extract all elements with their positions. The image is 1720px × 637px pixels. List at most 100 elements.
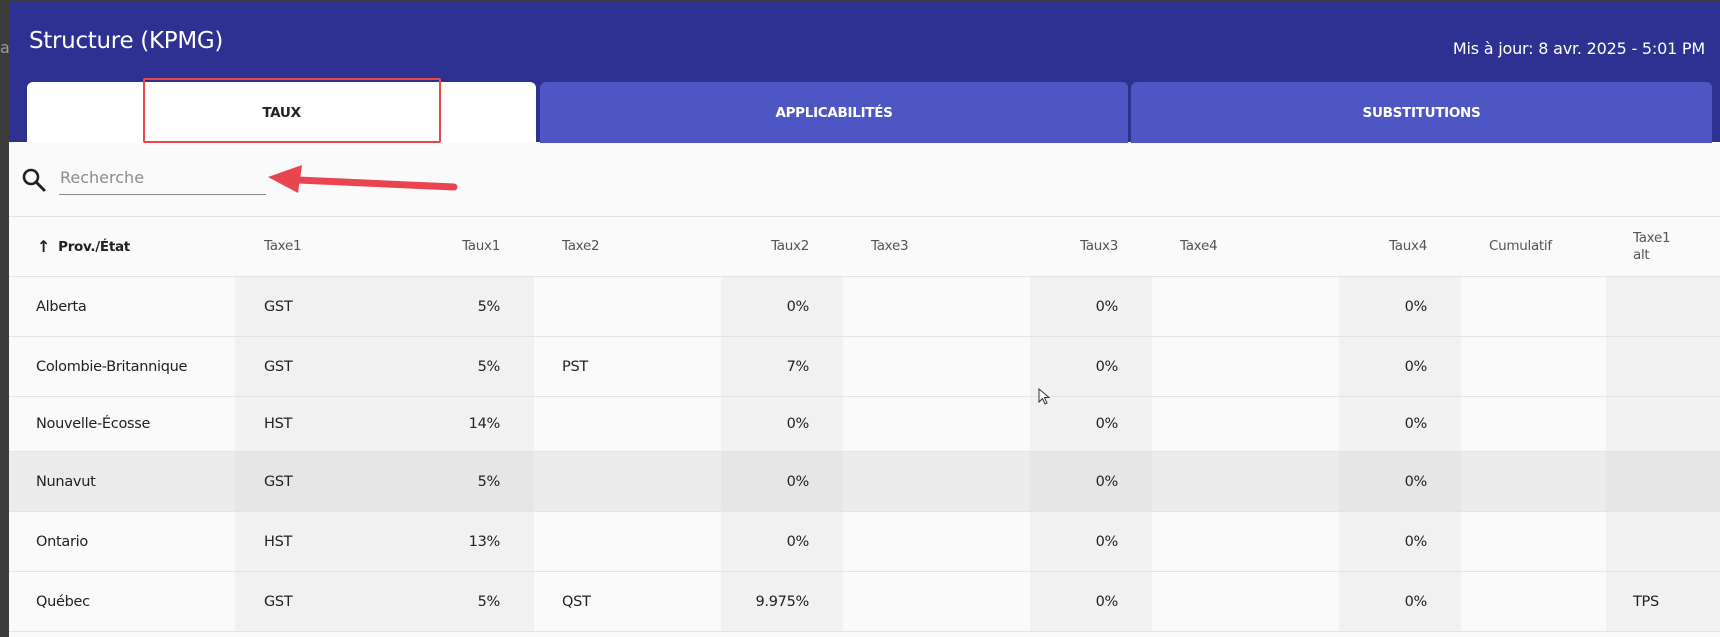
cell-taux1: 13% — [412, 512, 534, 571]
tab-substitutions[interactable]: SUBSTITUTIONS — [1131, 82, 1712, 143]
column-header-taux4[interactable]: Taux4 — [1339, 217, 1461, 276]
cell-taxe3 — [843, 452, 1030, 511]
cell-taxe4 — [1152, 512, 1339, 571]
cell-taux2: 7% — [721, 337, 843, 396]
cell-taux3: 0% — [1030, 512, 1152, 571]
column-header-label: Taux1 — [462, 238, 500, 254]
cell-taux3: 0% — [1030, 572, 1152, 631]
cell-taxe3 — [843, 277, 1030, 336]
last-updated-label: Mis à jour: 8 avr. 2025 - 5:01 PM — [1452, 39, 1705, 58]
cell-cumulatif — [1461, 512, 1606, 571]
column-header-taux3[interactable]: Taux3 — [1030, 217, 1152, 276]
search-input[interactable] — [59, 161, 266, 195]
cell-prov: Colombie-Britannique — [36, 358, 188, 375]
cell-taxe3 — [843, 337, 1030, 396]
cell-taux4: 0% — [1339, 452, 1461, 511]
cell-prov: Québec — [36, 593, 90, 610]
table-header-row: ↑ Prov./État Taxe1 Taux1 Taxe2 Taux2 Taxe3 Taux… — [9, 217, 1720, 277]
column-header-taxe3[interactable]: Taxe3 — [843, 217, 1030, 276]
cell-taxe1: GST — [235, 572, 412, 631]
cell-taux2: 0% — [721, 452, 843, 511]
column-header-label: Prov./État — [58, 238, 130, 255]
cell-taux4: 0% — [1339, 572, 1461, 631]
cell-taxe2 — [534, 397, 721, 451]
column-header-taxe1-alt[interactable]: Taxe1 alt — [1606, 217, 1720, 276]
column-header-label: Taux4 — [1389, 238, 1427, 254]
cell-taxe2 — [534, 452, 721, 511]
cell-taxe2: PST — [562, 358, 588, 375]
search-bar — [9, 143, 1720, 217]
cell-taux1: 5% — [412, 277, 534, 336]
cell-prov: Alberta — [36, 298, 87, 315]
page-title: Structure (KPMG) — [29, 28, 224, 54]
cell-taxe3 — [843, 397, 1030, 451]
column-header-taxe2[interactable]: Taxe2 — [534, 217, 721, 276]
column-header-label: Taxe1 alt — [1633, 229, 1671, 263]
column-header-taux1[interactable]: Taux1 — [412, 217, 534, 276]
cell-cumulatif — [1461, 337, 1606, 396]
cell-taxe1: HST — [235, 512, 412, 571]
cell-taxe3 — [843, 572, 1030, 631]
cell-taux2: 0% — [721, 512, 843, 571]
cell-taux3: 0% — [1030, 277, 1152, 336]
cell-taxe1: GST — [235, 337, 412, 396]
cell-taxe2 — [534, 512, 721, 571]
table-row[interactable]: Ontario HST 13% 0% 0% 0% — [9, 512, 1720, 572]
column-header-cumulatif[interactable]: Cumulatif — [1461, 217, 1606, 276]
search-icon[interactable] — [21, 167, 47, 193]
cell-taxe3 — [843, 512, 1030, 571]
cell-cumulatif — [1461, 277, 1606, 336]
column-header-prov[interactable]: ↑ Prov./État — [9, 217, 235, 276]
cell-taux3: 0% — [1030, 337, 1152, 396]
cell-taxe4 — [1152, 337, 1339, 396]
cell-taxe1-alt — [1606, 512, 1720, 571]
cell-taxe1-alt — [1606, 337, 1720, 396]
table-row[interactable]: Colombie-Britannique GST 5% PST 7% 0% 0% — [9, 337, 1720, 397]
cell-taxe4 — [1152, 277, 1339, 336]
cell-taxe1: HST — [235, 397, 412, 451]
cell-taxe1-alt — [1606, 452, 1720, 511]
cell-taux1: 14% — [412, 397, 534, 451]
cell-taux4: 0% — [1339, 277, 1461, 336]
cell-taux3: 0% — [1030, 397, 1152, 451]
cell-cumulatif — [1461, 572, 1606, 631]
cell-taxe1-alt: TPS — [1606, 572, 1720, 631]
cell-taux4: 0% — [1339, 337, 1461, 396]
column-header-label: Taxe3 — [871, 238, 909, 254]
column-header-label: Cumulatif — [1489, 238, 1552, 254]
cell-prov: Nunavut — [36, 473, 96, 490]
table-row[interactable]: Alberta GST 5% 0% 0% 0% — [9, 277, 1720, 337]
cell-cumulatif — [1461, 452, 1606, 511]
cell-taux1: 5% — [412, 572, 534, 631]
cell-taxe2: QST — [562, 593, 591, 610]
cell-taux1: 5% — [412, 452, 534, 511]
cell-taxe1: GST — [235, 277, 412, 336]
cell-taxe2 — [534, 277, 721, 336]
column-header-taxe4[interactable]: Taxe4 — [1152, 217, 1339, 276]
table-row[interactable]: Nunavut GST 5% 0% 0% 0% — [9, 452, 1720, 512]
table-row[interactable]: Québec GST 5% QST 9.975% 0% 0% TPS — [9, 572, 1720, 632]
cell-taxe1-alt — [1606, 277, 1720, 336]
column-header-taxe1[interactable]: Taxe1 — [235, 217, 412, 276]
table-row[interactable]: Nouvelle-Écosse HST 14% 0% 0% 0% — [9, 397, 1720, 452]
cell-taxe4 — [1152, 452, 1339, 511]
column-header-label: Taxe4 — [1180, 238, 1218, 254]
cell-prov: Nouvelle-Écosse — [36, 416, 151, 432]
tab-applicabilites[interactable]: APPLICABILITÉS — [540, 82, 1128, 143]
cell-taxe1-alt — [1606, 397, 1720, 451]
sort-ascending-icon: ↑ — [37, 237, 51, 256]
cell-taux2: 9.975% — [721, 572, 843, 631]
cell-taux2: 0% — [721, 397, 843, 451]
column-header-label: Taux2 — [771, 238, 809, 254]
app-window: Structure (KPMG) Mis à jour: 8 avr. 2025… — [9, 2, 1720, 637]
tab-taux[interactable]: TAUX — [27, 82, 536, 143]
cell-taux2: 0% — [721, 277, 843, 336]
cell-cumulatif — [1461, 397, 1606, 451]
cell-taxe4 — [1152, 572, 1339, 631]
cell-taux4: 0% — [1339, 512, 1461, 571]
cell-taux4: 0% — [1339, 397, 1461, 451]
cell-taxe1: GST — [235, 452, 412, 511]
cell-taxe4 — [1152, 397, 1339, 451]
column-header-taux2[interactable]: Taux2 — [721, 217, 843, 276]
column-header-label: Taxe2 — [562, 238, 600, 254]
